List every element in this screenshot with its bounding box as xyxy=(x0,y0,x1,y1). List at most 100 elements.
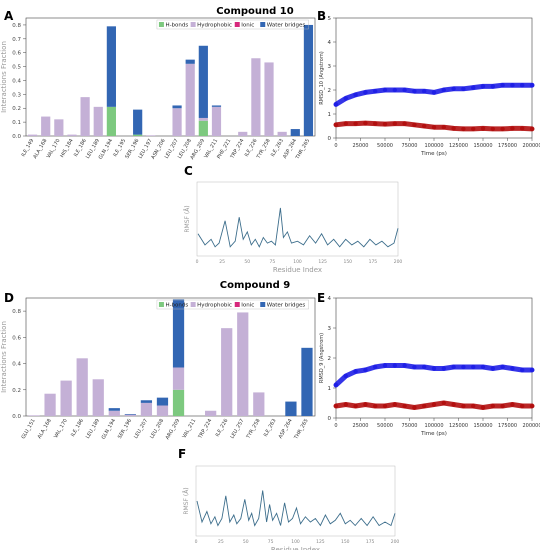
e-point-0 xyxy=(363,367,368,373)
b-point-0 xyxy=(500,83,505,88)
chart-e: 0 1 2 3 4 0 25000 50000 75000 100000 125000 150000 1… xyxy=(319,296,540,437)
d-bar-hydrophobic xyxy=(172,367,185,390)
d-y-axis-label: Interactions Fraction xyxy=(0,321,8,393)
e-point-1 xyxy=(412,405,417,410)
a-legend-label: Hydrophobic xyxy=(197,23,232,29)
d-bar-hydrophobic xyxy=(108,410,120,416)
d-legend-label: H-bonds xyxy=(165,303,188,309)
b-point-1 xyxy=(382,121,388,127)
d-bar-h-bonds xyxy=(172,389,185,416)
b-y-tick-label: 5 xyxy=(328,16,332,22)
b-x-tick-label: 75000 xyxy=(402,143,418,149)
panel-letter-a: A xyxy=(4,9,14,23)
b-point-1 xyxy=(373,121,378,126)
c-x-axis-label: Residue Index xyxy=(273,266,322,274)
panel-letter-d: D xyxy=(4,291,14,305)
b-point-0 xyxy=(480,84,486,89)
b-y-tick-label: 4 xyxy=(328,40,332,46)
b-point-0 xyxy=(510,83,515,88)
d-x-tick-label: ARG_209 xyxy=(165,418,182,441)
e-point-0 xyxy=(373,364,378,370)
e-point-0 xyxy=(471,364,476,370)
a-y-tick-label: 0.5 xyxy=(12,65,21,71)
d-y-tick-label: 0.4 xyxy=(12,362,21,368)
panel-letter-e: E xyxy=(317,291,325,305)
b-point-1 xyxy=(353,121,358,126)
d-x-tick-label: THR_265 xyxy=(293,418,310,441)
e-y-tick-label: 1 xyxy=(328,386,332,392)
b-point-1 xyxy=(412,122,417,128)
e-point-1 xyxy=(480,405,486,410)
e-x-tick-label: 200000 xyxy=(522,423,540,429)
b-plot-frame xyxy=(335,17,533,139)
c-y-axis-label: RMSF (Å) xyxy=(184,205,191,232)
a-legend-label: Ionic xyxy=(241,23,254,29)
d-legend-label: Hydrophobic xyxy=(197,303,232,309)
b-x-tick-label: 0 xyxy=(334,143,337,149)
e-y-tick-label: 0 xyxy=(328,416,332,422)
a-bar-water-bridges xyxy=(185,59,195,64)
a-y-tick-label: 0.6 xyxy=(12,51,21,57)
d-legend-box xyxy=(156,299,309,310)
e-point-0 xyxy=(451,364,456,370)
d-x-tick-label: ALA_168 xyxy=(37,418,53,440)
d-bar-water-bridges xyxy=(285,401,297,416)
a-y-tick-label: 0.2 xyxy=(12,106,21,112)
a-legend-swatch xyxy=(190,22,196,27)
d-x-tick-label: GLU_151 xyxy=(21,418,37,440)
d-bar-water-bridges xyxy=(156,397,169,406)
d-y-tick-label: 0.6 xyxy=(12,335,21,341)
b-point-0 xyxy=(529,83,535,88)
b-point-0 xyxy=(431,90,437,95)
c-x-tick-label: 75 xyxy=(270,259,276,265)
a-bar-water-bridges xyxy=(290,129,300,136)
e-point-1 xyxy=(382,403,388,409)
b-y-tick-label: 2 xyxy=(328,88,332,94)
e-x-tick-label: 0 xyxy=(334,423,337,429)
d-x-tick-label: VAL_170 xyxy=(53,418,69,439)
d-legend-swatch xyxy=(190,302,196,307)
d-legend-swatch xyxy=(260,302,266,307)
e-x-tick-label: 75000 xyxy=(402,423,418,429)
d-x-tick-label: LEU_189 xyxy=(85,418,101,440)
c-x-tick-label: 175 xyxy=(369,259,378,265)
b-y-axis-label: RMSD_10 (Angstrom) xyxy=(319,51,325,104)
f-x-tick-label: 125 xyxy=(316,539,325,545)
c-x-tick-label: 200 xyxy=(394,259,403,265)
a-bar-hydrophobic xyxy=(198,117,208,121)
e-point-0 xyxy=(343,373,348,379)
a-bar-water-bridges xyxy=(198,45,208,118)
b-y-tick-label: 0 xyxy=(328,136,332,142)
b-point-0 xyxy=(353,92,358,98)
e-x-tick-label: 150000 xyxy=(473,423,492,429)
e-point-1 xyxy=(529,403,535,409)
b-point-0 xyxy=(412,89,417,94)
a-legend-label: H-bonds xyxy=(165,23,188,29)
a-bar-h-bonds xyxy=(106,106,116,136)
f-x-tick-label: 200 xyxy=(391,539,400,545)
e-point-1 xyxy=(461,403,466,409)
e-point-1 xyxy=(343,402,348,407)
c-plot-frame xyxy=(196,181,399,257)
e-point-1 xyxy=(431,402,437,407)
b-point-1 xyxy=(392,121,397,126)
e-x-tick-label: 175000 xyxy=(498,423,517,429)
b-point-1 xyxy=(471,126,476,132)
e-plot-frame xyxy=(335,297,533,419)
a-bar-hydrophobic xyxy=(185,63,195,136)
a-bar-hydrophobic xyxy=(67,134,77,136)
a-y-tick-label: 0.1 xyxy=(12,120,21,126)
d-bar-hydrophobic xyxy=(156,405,169,416)
e-x-tick-label: 125000 xyxy=(449,423,468,429)
b-point-0 xyxy=(363,90,368,95)
d-x-tick-label: TRP_224 xyxy=(197,418,213,441)
d-x-tick-label: LEU_208 xyxy=(149,418,165,440)
e-y-axis-label: RMSD_9 (Angstrom) xyxy=(319,333,325,383)
e-point-1 xyxy=(490,403,495,409)
e-point-0 xyxy=(520,367,525,373)
f-plot-frame xyxy=(195,465,396,537)
d-plot-frame xyxy=(25,297,316,417)
d-bar-hydrophobic xyxy=(221,328,233,416)
d-bar-hydrophobic xyxy=(124,414,136,416)
e-x-tick-label: 100000 xyxy=(424,423,443,429)
